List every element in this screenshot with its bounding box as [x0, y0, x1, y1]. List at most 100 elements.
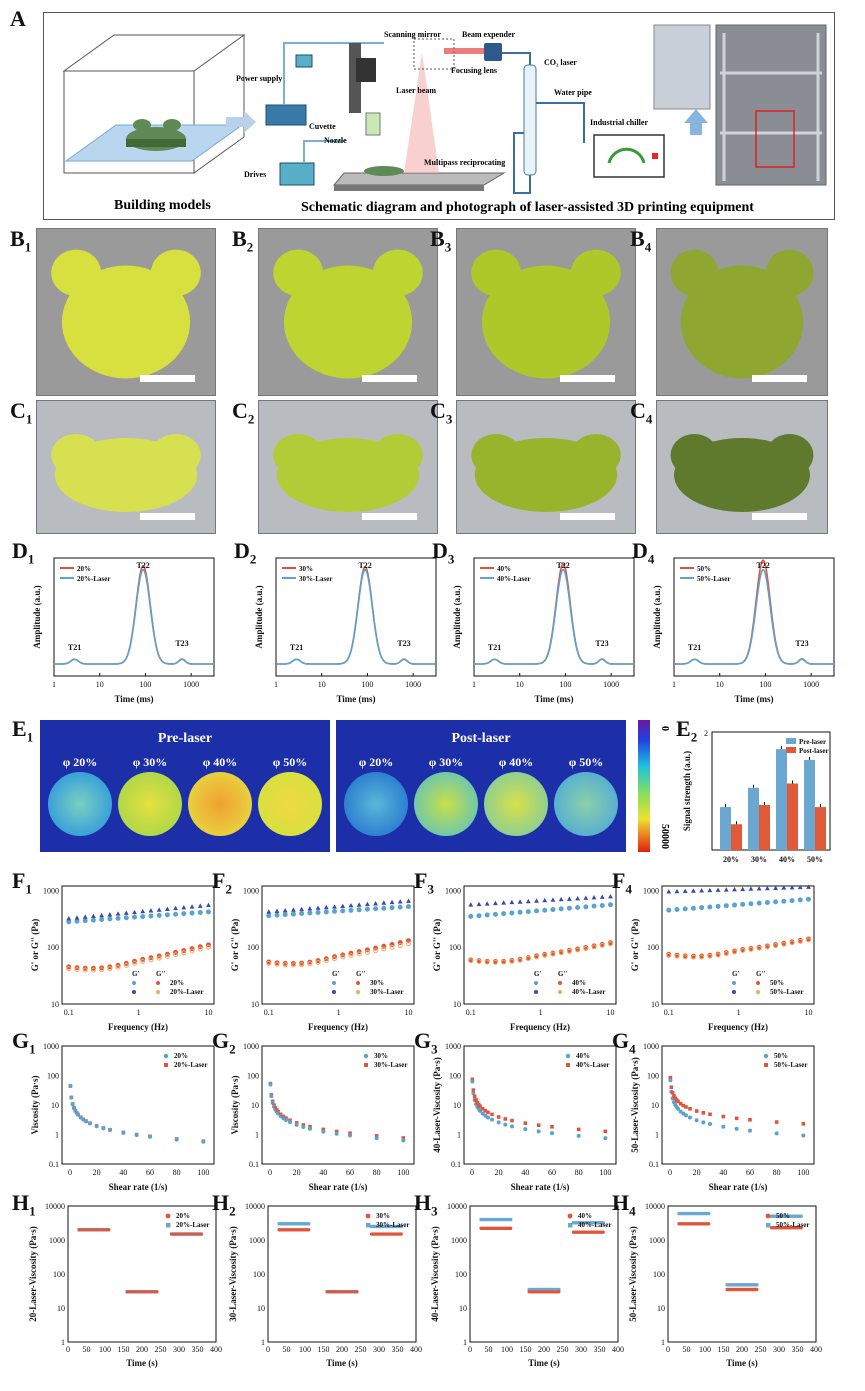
plot-frame: [261, 885, 415, 1005]
point-base: [603, 1136, 608, 1141]
category-label: 50%: [807, 855, 823, 864]
point-base: [201, 1139, 206, 1144]
point-gp: [690, 905, 696, 911]
point-gp-laser: [82, 914, 88, 919]
signal-map-circle: [48, 772, 112, 836]
plot-frame: [673, 557, 835, 677]
point-gp: [707, 904, 713, 910]
legend-swatch: [156, 990, 160, 994]
y-tick-label: 10000: [245, 1202, 265, 1211]
point-laser: [676, 1099, 680, 1104]
legend-swatch: [365, 1213, 371, 1219]
x-tick-label: 20: [93, 1168, 101, 1177]
scale-bar: [560, 375, 615, 382]
point-base: [799, 1226, 803, 1230]
x-tick-label: 10: [716, 680, 724, 689]
y-tick-label: 0.1: [451, 1160, 461, 1169]
y-axis-label: G' or G'' (Pa): [30, 919, 40, 972]
y-tick-label: 10: [51, 1000, 59, 1009]
phi-label: φ 50%: [569, 755, 604, 769]
colorbar-min: 0: [659, 726, 670, 731]
drives-label: Drives: [244, 170, 266, 179]
point-gp: [732, 902, 738, 908]
point-base: [576, 1133, 581, 1138]
panel-label-h2: H2: [212, 1190, 236, 1219]
point-gpp-laser: [566, 948, 572, 954]
point-gp: [534, 908, 540, 914]
point-base: [708, 1122, 712, 1127]
point-gp-laser: [608, 894, 613, 899]
y-tick-label: 10: [51, 1101, 59, 1110]
point-gp: [805, 896, 811, 902]
x-tick-label: 400: [410, 1345, 422, 1354]
series-laser-line: [474, 568, 634, 665]
y-tick-label: 1: [463, 1338, 467, 1347]
point-gp-laser: [674, 888, 680, 894]
legend-label: 40%: [578, 1212, 592, 1220]
x-tick-label: 400: [210, 1345, 222, 1354]
x-tick-label: 10: [606, 1008, 614, 1017]
point-base: [734, 1126, 739, 1131]
panel-label-e1: E1: [12, 716, 34, 745]
point-base: [490, 1117, 494, 1122]
peak-label: T23: [795, 639, 808, 648]
x-tick-label: 10: [96, 680, 104, 689]
photo-c4: [656, 400, 828, 534]
point-gp-laser: [764, 885, 770, 891]
legend-gpp-header: G'': [756, 970, 765, 978]
x-tick-label: 60: [548, 1168, 556, 1177]
legend-swatch: [164, 1063, 168, 1067]
series-laser-line: [674, 568, 834, 665]
y-tick-label: 100: [247, 1072, 259, 1081]
legend-label: 50%-Laser: [770, 988, 803, 996]
x-tick-label: 10: [204, 1008, 212, 1017]
point-gpp-laser: [517, 957, 523, 963]
x-tick-label: 250: [155, 1345, 167, 1354]
y-tick-label: 1000: [43, 1042, 59, 1051]
photo-c2: [258, 400, 438, 534]
point-gp-laser: [115, 911, 121, 916]
point-gp: [397, 904, 403, 910]
point-gpp-laser: [99, 967, 105, 973]
point-gpp-laser: [82, 967, 88, 973]
point-laser: [748, 1117, 752, 1122]
y-tick-label: 100: [47, 1072, 59, 1081]
point-laser: [510, 1118, 514, 1123]
point-gp-laser: [517, 899, 523, 904]
legend-swatch: [534, 981, 538, 985]
point-gp-laser: [550, 897, 556, 902]
point-gpp-laser: [558, 950, 564, 956]
point-laser: [668, 1075, 673, 1080]
x-tick-label: 60: [746, 1168, 754, 1177]
scale-bar: [560, 513, 615, 520]
point-laser: [688, 1106, 692, 1111]
x-tick-label: 50: [485, 1345, 493, 1354]
point-base: [269, 1094, 274, 1099]
x-tick-label: 40: [119, 1168, 127, 1177]
point-gp: [781, 898, 787, 904]
legend-label: 20%-Laser: [170, 988, 203, 996]
point-gp: [682, 906, 688, 912]
thixotropy-chart-2: 0 50 100 150 200 250 300 350 400 1 10 100 1000 10000 3…: [228, 1202, 422, 1368]
point-gp: [299, 911, 305, 917]
arrow-up-icon: [684, 109, 708, 135]
plot-frame: [469, 1205, 619, 1343]
point-base: [321, 1129, 326, 1134]
point-gpp-laser: [674, 953, 680, 959]
point-laser: [471, 1088, 476, 1092]
category-label: 40%: [779, 855, 795, 864]
y-tick-label: 100: [53, 1270, 65, 1279]
point-gp-laser: [389, 899, 395, 905]
point-gp-laser: [189, 904, 195, 909]
point-gp-laser: [323, 904, 329, 910]
series-laser-line: [54, 568, 214, 665]
point-gpp-laser: [340, 954, 346, 960]
point-base: [84, 1119, 88, 1124]
point-gpp-laser: [575, 947, 581, 953]
legend-label: 20%: [176, 1212, 190, 1220]
point-gpp-laser: [66, 966, 72, 972]
point-laser: [684, 1105, 688, 1109]
point-gp: [156, 912, 162, 918]
x-tick-label: 20: [693, 1168, 701, 1177]
point-gpp-laser: [348, 952, 354, 958]
